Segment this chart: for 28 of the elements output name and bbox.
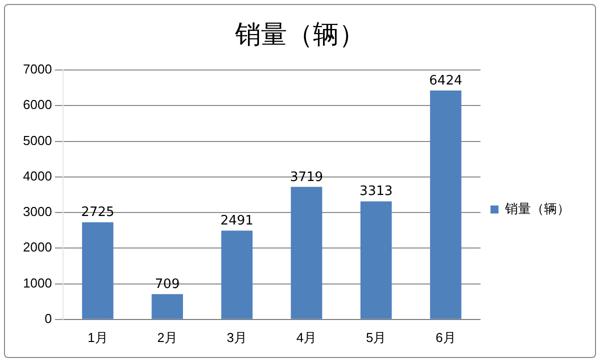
y-tick-label: 2000 xyxy=(23,240,52,255)
data-label: 3719 xyxy=(290,170,324,185)
legend-label: 销量（辆） xyxy=(504,202,570,217)
bar xyxy=(82,222,114,319)
x-tick-label: 3月 xyxy=(226,330,248,345)
bar xyxy=(360,201,392,319)
bar xyxy=(221,230,253,319)
data-label: 3313 xyxy=(360,184,393,200)
y-tick-label: 1000 xyxy=(23,275,52,290)
y-tick-label: 0 xyxy=(44,310,52,326)
x-tick-label: 6月 xyxy=(436,330,456,345)
y-tick-label: 5000 xyxy=(23,132,52,148)
x-tick-label: 1月 xyxy=(88,330,108,345)
y-tick-label: 6000 xyxy=(23,97,52,112)
x-tick-label: 5月 xyxy=(366,330,386,345)
y-tick-label: 4000 xyxy=(23,168,52,184)
x-tick-label: 4月 xyxy=(296,330,317,345)
chart-title: 销量（辆） xyxy=(234,19,366,52)
bar xyxy=(290,186,322,319)
bar xyxy=(152,294,183,319)
data-label: 2491 xyxy=(220,214,254,229)
y-tick-label: 3000 xyxy=(23,204,52,220)
data-label: 2725 xyxy=(81,205,114,220)
x-tick-label: 2月 xyxy=(157,330,178,345)
bar xyxy=(430,90,462,319)
data-label: 6424 xyxy=(429,73,462,88)
y-tick-label: 7000 xyxy=(23,62,52,77)
data-label: 709 xyxy=(154,277,180,292)
